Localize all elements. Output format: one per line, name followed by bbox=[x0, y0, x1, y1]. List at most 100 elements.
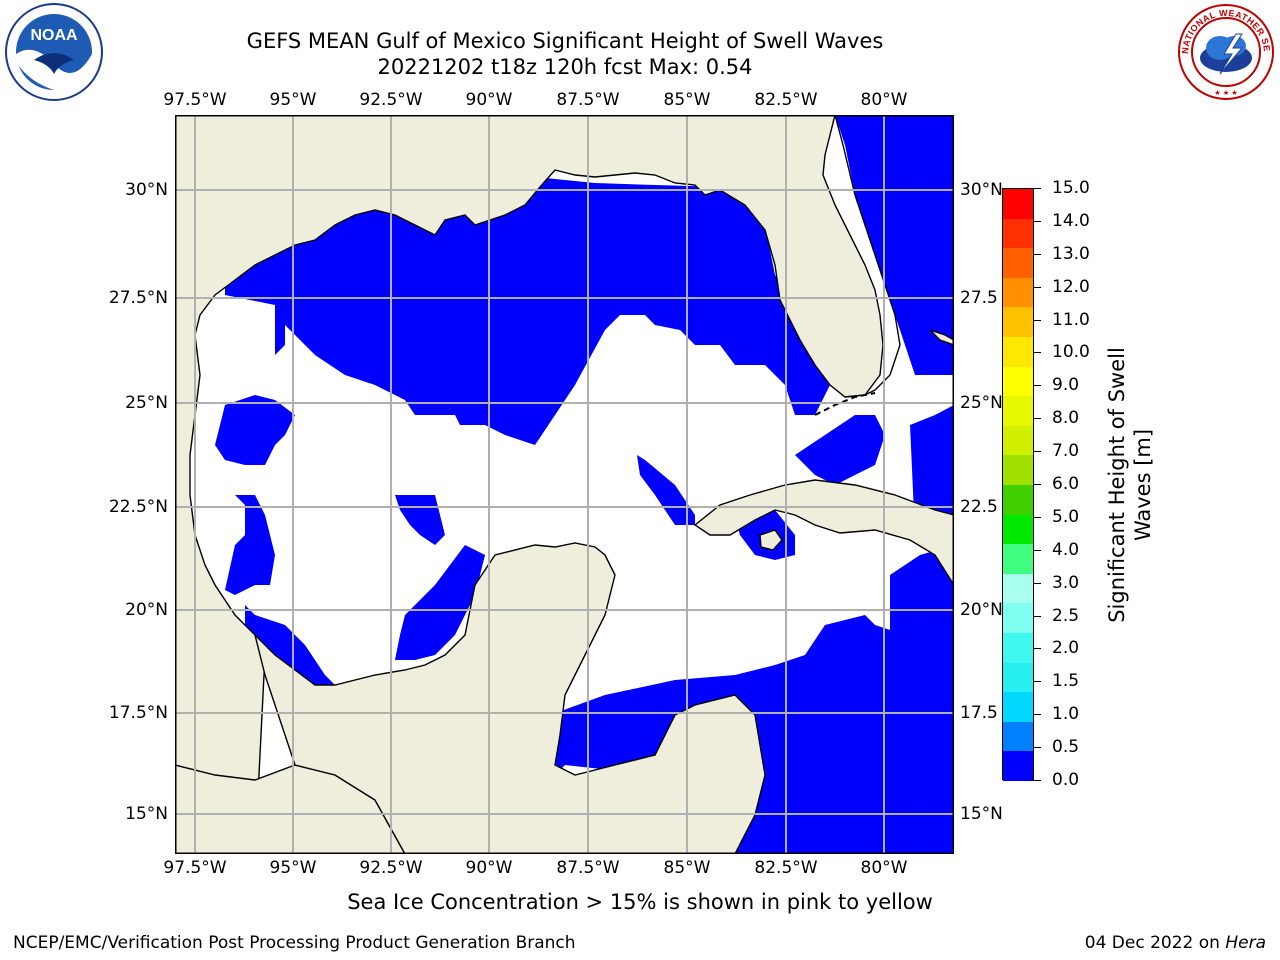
swell-region-florida-straits bbox=[795, 415, 885, 485]
colorbar-tick-mark bbox=[1033, 286, 1041, 288]
colorbar-tick-mark bbox=[1033, 681, 1041, 683]
colorbar-segment bbox=[1003, 544, 1033, 575]
colorbar-tick-mark bbox=[1033, 648, 1041, 650]
lat-label: 15°N bbox=[125, 804, 168, 824]
lat-label: 30°N bbox=[125, 180, 168, 200]
colorbar-title: Significant Height of Swell Waves [m] bbox=[1104, 347, 1156, 623]
colorbar-segment bbox=[1003, 721, 1033, 752]
colorbar-tick-mark bbox=[1033, 418, 1041, 420]
colorbar-tick-mark bbox=[1033, 747, 1041, 749]
colorbar-tick-mark bbox=[1033, 714, 1041, 716]
land-florida bbox=[834, 114, 901, 398]
lon-label: 80°W bbox=[860, 90, 908, 110]
swell-region-tabasco bbox=[395, 545, 485, 660]
lon-label: 95°W bbox=[269, 858, 317, 878]
lon-label: 95°W bbox=[269, 90, 317, 110]
colorbar-tick-label: 1.0 bbox=[1052, 704, 1080, 725]
colorbar-tick-label: 15.0 bbox=[1052, 178, 1090, 198]
lon-label: 97.5°W bbox=[163, 858, 227, 878]
colorbar-tick-label: 12.0 bbox=[1052, 276, 1090, 297]
noaa-logo-text: NOAA bbox=[30, 27, 78, 44]
colorbar-tick-label: 9.0 bbox=[1052, 375, 1080, 396]
colorbar-tick-mark bbox=[1033, 615, 1041, 617]
colorbar bbox=[1002, 188, 1034, 782]
colorbar-tick-mark bbox=[1033, 319, 1041, 321]
lon-label: 92.5°W bbox=[359, 858, 423, 878]
lat-label: 17.5°N bbox=[108, 703, 168, 723]
colorbar-segment bbox=[1003, 751, 1033, 782]
colorbar-tick-label: 10.0 bbox=[1052, 342, 1090, 363]
lat-label: 20°N bbox=[960, 600, 1003, 620]
colorbar-tick-mark bbox=[1033, 582, 1041, 584]
colorbar-tick-mark bbox=[1033, 451, 1041, 453]
date-text: 04 Dec 2022 on Hera bbox=[1085, 933, 1266, 953]
colorbar-tick-mark bbox=[1033, 549, 1041, 551]
lon-label: 90°W bbox=[465, 858, 513, 878]
colorbar-segment bbox=[1003, 603, 1033, 634]
colorbar-title-line1: Significant Height of Swell bbox=[1105, 347, 1129, 623]
nws-logo: NATIONAL WEATHER SERVICE ★ ★ ★ bbox=[1173, 0, 1276, 102]
credit-text: NCEP/EMC/Verification Post Processing Pr… bbox=[13, 933, 576, 953]
machine-name: Hera bbox=[1225, 933, 1266, 953]
colorbar-tick-label: 7.0 bbox=[1052, 441, 1080, 462]
colorbar-tick-label: 1.5 bbox=[1052, 671, 1080, 692]
chart-title: GEFS MEAN Gulf of Mexico Significant Hei… bbox=[246, 29, 884, 53]
colorbar-segment bbox=[1003, 455, 1033, 486]
colorbar-tick-mark bbox=[1033, 253, 1041, 255]
lat-label: 22.5 bbox=[960, 497, 998, 517]
lat-label: 17.5 bbox=[960, 703, 998, 723]
florida-keys bbox=[814, 392, 876, 416]
colorbar-segment bbox=[1003, 485, 1033, 516]
colorbar-tick-mark bbox=[1033, 484, 1041, 485]
lon-label: 92.5°W bbox=[359, 90, 423, 110]
colorbar-tick-mark bbox=[1033, 188, 1041, 189]
swell-region-east bbox=[550, 115, 954, 854]
swell-region-north-gulf bbox=[225, 175, 835, 445]
colorbar-segment bbox=[1003, 692, 1033, 723]
colorbar-segment bbox=[1003, 662, 1033, 693]
colorbar-segment bbox=[1003, 633, 1033, 664]
colorbar-tick-label: 0.0 bbox=[1052, 770, 1080, 790]
lon-label: 87.5°W bbox=[556, 858, 620, 878]
lat-label: 22.5°N bbox=[108, 497, 168, 517]
colorbar-segment bbox=[1003, 248, 1033, 279]
colorbar-tick-label: 2.5 bbox=[1052, 605, 1080, 626]
lat-label: 30°N bbox=[960, 180, 1003, 200]
lat-label: 27.5 bbox=[960, 288, 998, 308]
colorbar-tick-label: 3.0 bbox=[1052, 572, 1080, 593]
colorbar-segment bbox=[1003, 218, 1033, 249]
lon-label: 97.5°W bbox=[163, 90, 227, 110]
colorbar-tick-mark bbox=[1033, 516, 1041, 518]
colorbar-tick-label: 8.0 bbox=[1052, 408, 1080, 429]
gulf-of-mexico-map bbox=[174, 114, 955, 855]
colorbar-title-line2: Waves [m] bbox=[1131, 428, 1155, 542]
lat-label: 25°N bbox=[960, 393, 1003, 413]
chart-subtitle: 20221202 t18z 120h fcst Max: 0.54 bbox=[377, 55, 753, 79]
colorbar-tick-label: 4.0 bbox=[1052, 539, 1080, 560]
colorbar-tick-label: 13.0 bbox=[1052, 243, 1090, 264]
colorbar-segment bbox=[1003, 514, 1033, 545]
swell-region-west-coast bbox=[225, 495, 275, 595]
colorbar-tick-label: 6.0 bbox=[1052, 474, 1080, 494]
swell-region-campeche bbox=[245, 605, 335, 695]
map-gridlines bbox=[175, 115, 954, 854]
colorbar-segment bbox=[1003, 189, 1033, 220]
colorbar-segment bbox=[1003, 277, 1033, 308]
colorbar-tick-mark bbox=[1033, 780, 1041, 781]
colorbar-segment bbox=[1003, 396, 1033, 427]
colorbar-segment bbox=[1003, 425, 1033, 456]
colorbar-tick-label: 11.0 bbox=[1052, 309, 1090, 330]
land-isle-of-youth bbox=[759, 529, 783, 551]
colorbar-tick-mark bbox=[1033, 385, 1041, 387]
swell-region-texas-coast bbox=[215, 395, 295, 465]
lon-label: 82.5°W bbox=[754, 90, 818, 110]
lon-label: 87.5°W bbox=[556, 90, 620, 110]
lon-label: 85°W bbox=[663, 858, 711, 878]
colorbar-segment bbox=[1003, 337, 1033, 368]
map-svg bbox=[174, 114, 955, 855]
lon-label: 85°W bbox=[663, 90, 711, 110]
svg-text:★ ★ ★: ★ ★ ★ bbox=[1214, 89, 1237, 97]
lat-label: 27.5°N bbox=[108, 288, 168, 308]
colorbar-tick-label: 14.0 bbox=[1052, 210, 1090, 231]
colorbar-segment bbox=[1003, 366, 1033, 397]
